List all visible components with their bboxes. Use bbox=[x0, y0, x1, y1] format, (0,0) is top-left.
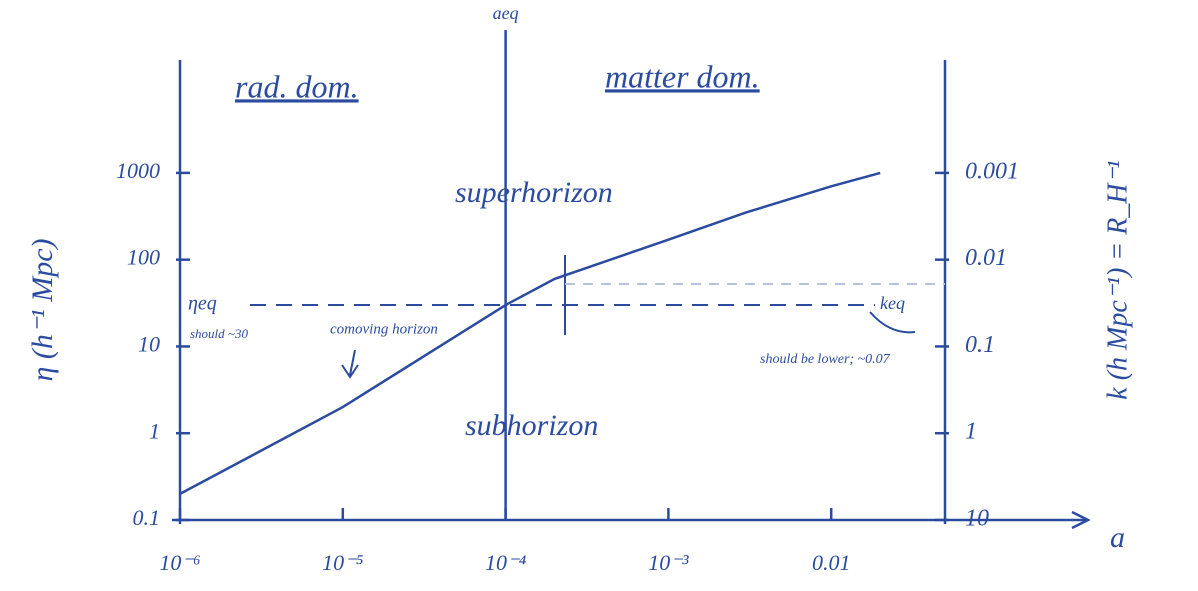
y2-tick-label: 1 bbox=[965, 419, 977, 445]
annotation: keq bbox=[880, 293, 905, 313]
horizontal-line-label: ηeq bbox=[188, 293, 217, 315]
arrow bbox=[342, 350, 358, 377]
annotation: superhorizon bbox=[455, 176, 613, 209]
y-tick-label: 1000 bbox=[116, 158, 160, 183]
y-tick-label: 10 bbox=[138, 331, 160, 356]
y2-tick-label: 0.1 bbox=[965, 332, 995, 358]
annotation: comoving horizon bbox=[330, 321, 438, 337]
y2-tick-label: 10 bbox=[965, 506, 989, 532]
y-tick-label: 0.1 bbox=[133, 505, 161, 530]
x-tick-label: 0.01 bbox=[812, 550, 851, 575]
annotation: should ~30 bbox=[190, 326, 248, 341]
annotation: rad. dom. bbox=[235, 68, 359, 104]
annotation: should be lower; ~0.07 bbox=[760, 352, 891, 367]
y2-tick-label: 0.01 bbox=[965, 245, 1007, 271]
chart: a η (h⁻¹ Mpc) k (h Mpc⁻¹) = R_H⁻¹ rad. d… bbox=[0, 0, 1198, 586]
y-tick-label: 1 bbox=[149, 418, 160, 443]
x-tick-label: 10⁻⁶ bbox=[159, 550, 200, 575]
y-tick-label: 100 bbox=[127, 245, 160, 270]
arrow bbox=[870, 312, 915, 332]
y2-axis-label: k (h Mpc⁻¹) = R_H⁻¹ bbox=[1102, 160, 1133, 399]
annotation: matter dom. bbox=[605, 58, 760, 94]
x-tick-label: 10⁻⁴ bbox=[485, 550, 527, 575]
x-tick-label: 10⁻³ bbox=[648, 550, 689, 575]
y2-tick-label: 0.001 bbox=[965, 158, 1019, 184]
line bbox=[180, 173, 880, 494]
y-axis-label: η (h⁻¹ Mpc) bbox=[26, 238, 59, 381]
x-tick-label: 10⁻⁵ bbox=[322, 550, 364, 575]
vertical-line-label: aeq bbox=[493, 3, 519, 23]
annotation: subhorizon bbox=[465, 409, 598, 442]
x-axis-label: a bbox=[1110, 521, 1125, 554]
